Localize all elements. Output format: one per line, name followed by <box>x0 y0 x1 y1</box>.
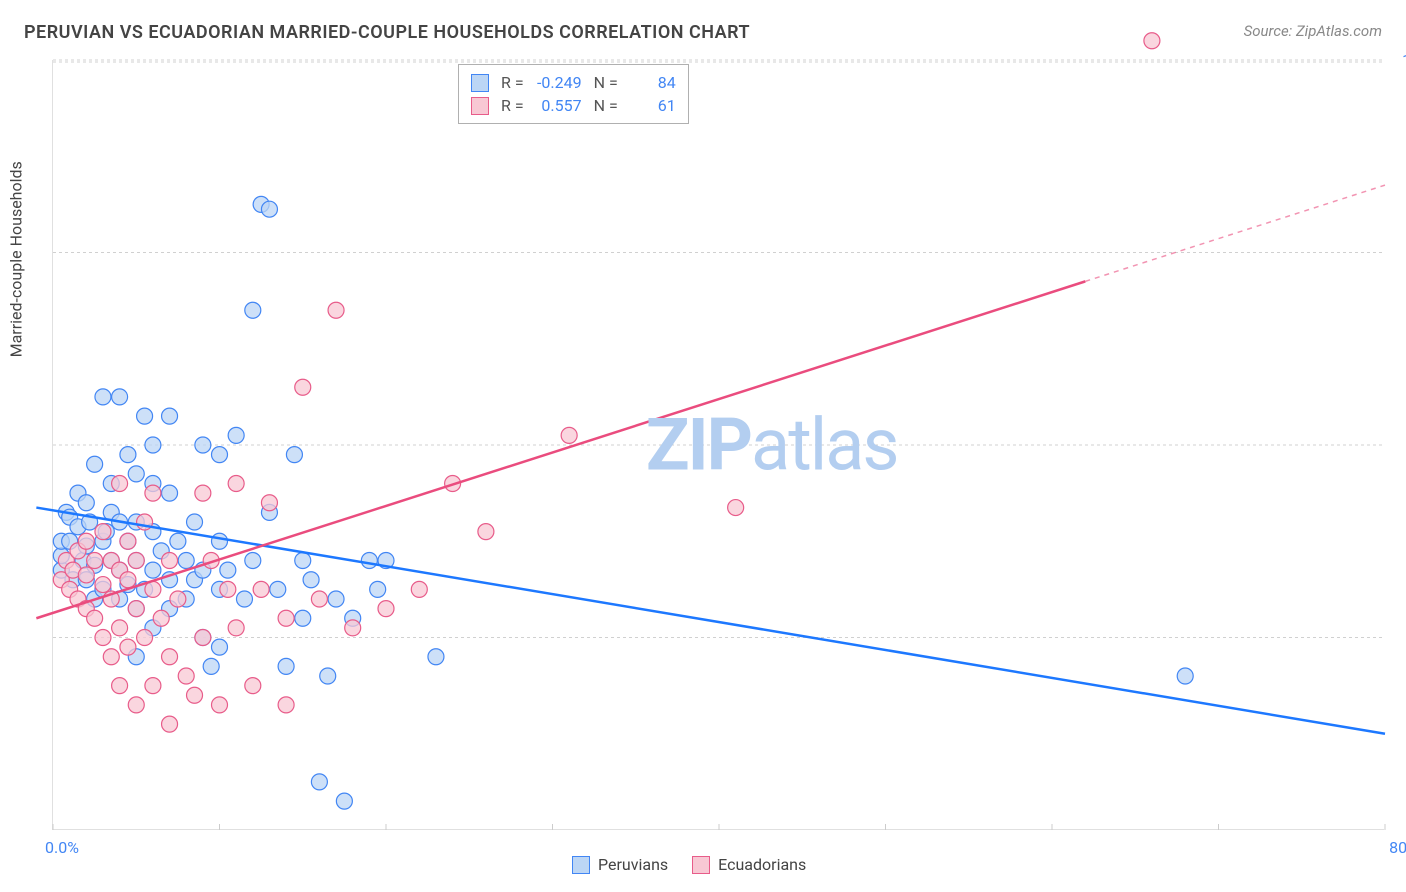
stats-legend-box: R = -0.249 N = 84 R = 0.557 N = 61 <box>458 64 689 124</box>
legend-label-peruvians: Peruvians <box>598 855 668 874</box>
y-tick-label: 100.0% <box>1394 51 1406 70</box>
bottom-legend: Peruvians Ecuadorians <box>572 855 806 874</box>
r-value-peruvians: -0.249 <box>532 73 582 92</box>
scatter-plot-svg <box>53 60 1384 829</box>
legend-item-ecuadorians: Ecuadorians <box>692 855 806 874</box>
x-tick-label: 80.0% <box>1389 838 1406 857</box>
swatch-ecuadorians <box>692 856 710 874</box>
y-tick-label: 40.0% <box>1394 628 1406 647</box>
source-attribution: Source: ZipAtlas.com <box>1244 22 1382 40</box>
legend-item-peruvians: Peruvians <box>572 855 668 874</box>
n-value-peruvians: 84 <box>626 73 676 92</box>
plot-area: 40.0%60.0%80.0%100.0% 0.0%80.0% ZIPatlas <box>52 60 1384 830</box>
r-value-ecuadorians: 0.557 <box>532 96 582 115</box>
stats-row-ecuadorians: R = 0.557 N = 61 <box>471 94 676 117</box>
y-tick-label: 60.0% <box>1394 436 1406 455</box>
r-label: R = <box>501 96 524 115</box>
stats-row-peruvians: R = -0.249 N = 84 <box>471 71 676 94</box>
chart-container: PERUVIAN VS ECUADORIAN MARRIED-COUPLE HO… <box>0 0 1406 892</box>
n-label: N = <box>594 96 618 115</box>
swatch-peruvians <box>471 74 489 92</box>
r-label: R = <box>501 73 524 92</box>
n-label: N = <box>594 73 618 92</box>
y-axis-title: Married-couple Households <box>7 161 26 357</box>
swatch-ecuadorians <box>471 97 489 115</box>
chart-title: PERUVIAN VS ECUADORIAN MARRIED-COUPLE HO… <box>24 22 750 43</box>
n-value-ecuadorians: 61 <box>626 96 676 115</box>
swatch-peruvians <box>572 856 590 874</box>
x-tick-label: 0.0% <box>45 838 79 857</box>
y-tick-label: 80.0% <box>1394 243 1406 262</box>
legend-label-ecuadorians: Ecuadorians <box>718 855 806 874</box>
